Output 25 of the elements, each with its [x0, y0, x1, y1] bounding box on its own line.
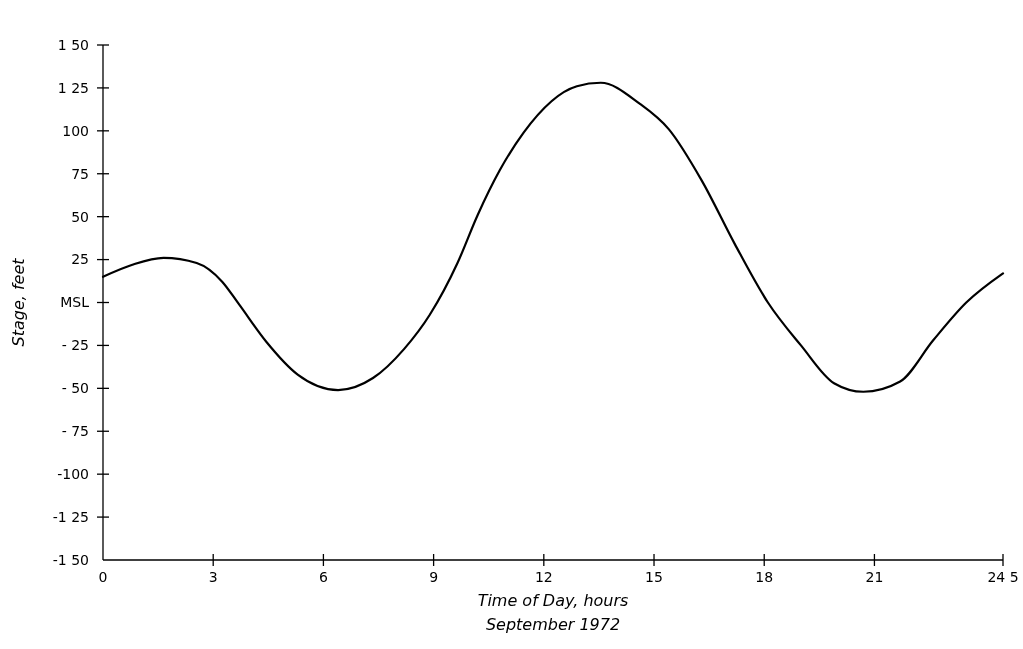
x-tick-label: 3: [208, 569, 218, 585]
x-tick-label: 24 5: [987, 569, 1019, 585]
y-tick-label: 1 25: [57, 79, 89, 96]
y-tick-label: 50: [71, 208, 89, 225]
y-axis-title: Stage, feet: [9, 257, 28, 347]
y-tick-label: -1 25: [52, 508, 89, 525]
x-axis-title: Time of Day, hours: [477, 591, 629, 610]
y-tick-label: - 50: [61, 380, 89, 397]
x-tick-label: 15: [645, 569, 663, 585]
y-tick-label: - 25: [61, 337, 89, 354]
x-tick-label: 0: [98, 569, 108, 585]
text: September 1972: [485, 615, 621, 634]
x-tick-label: 18: [755, 569, 774, 585]
y-tick-label: 100: [62, 122, 89, 139]
x-tick-label: 9: [429, 569, 439, 585]
y-tick-label: MSL: [60, 294, 90, 311]
x-tick-label: 21: [865, 569, 884, 585]
y-tick-label: -1 50: [52, 551, 89, 568]
x-tick-label: 6: [318, 569, 328, 585]
y-tick-label: -100: [57, 466, 89, 483]
y-tick-label: 75: [71, 165, 89, 182]
y-tick-label: - 75: [61, 423, 89, 440]
y-tick-label: 25: [71, 251, 89, 268]
y-tick-label: 1 50: [57, 36, 89, 53]
x-tick-label: 12: [534, 569, 553, 585]
